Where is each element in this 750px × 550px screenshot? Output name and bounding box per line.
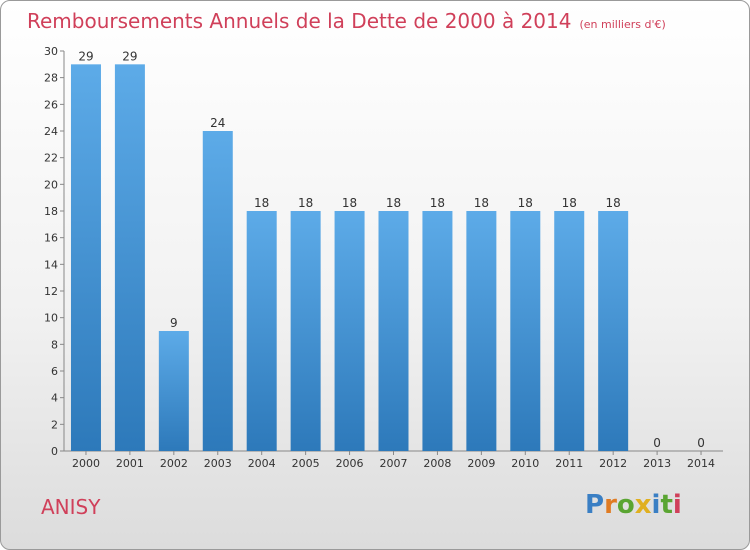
bar-value-label: 18	[254, 196, 269, 210]
x-tick-label: 2007	[380, 457, 408, 470]
bar-value-label: 0	[653, 436, 661, 450]
chart-title: Remboursements Annuels de la Dette de 20…	[27, 9, 666, 33]
bar	[334, 211, 365, 451]
bar-value-label: 18	[518, 196, 533, 210]
x-tick-label: 2011	[555, 457, 583, 470]
x-tick-label: 2003	[204, 457, 232, 470]
y-tick-label: 26	[44, 98, 58, 111]
y-tick-label: 0	[51, 445, 58, 458]
bar-value-label: 18	[298, 196, 313, 210]
bar	[466, 211, 497, 451]
chart-bars	[70, 64, 629, 452]
bar-value-label: 18	[474, 196, 489, 210]
y-tick-label: 2	[51, 418, 58, 431]
bar-value-label: 18	[562, 196, 577, 210]
bar-value-label: 29	[122, 49, 137, 63]
x-tick-label: 2012	[599, 457, 627, 470]
bar-value-label: 18	[342, 196, 357, 210]
y-tick-label: 20	[44, 178, 58, 191]
bar	[70, 64, 101, 452]
x-tick-label: 2001	[116, 457, 144, 470]
x-tick-label: 2002	[160, 457, 188, 470]
bar-value-label: 18	[386, 196, 401, 210]
y-tick-label: 12	[44, 285, 58, 298]
bar-value-label: 18	[430, 196, 445, 210]
bar	[598, 211, 629, 451]
x-tick-label: 2008	[423, 457, 451, 470]
y-tick-label: 6	[51, 365, 58, 378]
y-tick-label: 10	[44, 312, 58, 325]
chart-unit-note: (en milliers d'€)	[579, 18, 666, 31]
bar	[554, 211, 585, 451]
logo-letter: o	[616, 490, 635, 520]
y-tick-label: 4	[51, 392, 58, 405]
y-tick-label: 24	[44, 125, 58, 138]
chart-title-text: Remboursements Annuels de la Dette de 20…	[27, 9, 572, 33]
commune-name: ANISY	[41, 495, 101, 519]
y-tick-label: 28	[44, 72, 58, 85]
logo-letter: t	[660, 490, 673, 520]
logo-letter: i	[672, 490, 682, 520]
logo-letter: r	[604, 490, 617, 520]
x-tick-label: 2004	[248, 457, 276, 470]
bar	[202, 131, 233, 451]
bar	[510, 211, 541, 451]
y-tick-label: 8	[51, 338, 58, 351]
bar	[158, 331, 189, 451]
bar	[378, 211, 409, 451]
x-tick-label: 2005	[292, 457, 320, 470]
bar-value-label: 24	[210, 116, 225, 130]
bar	[290, 211, 321, 451]
y-tick-label: 18	[44, 205, 58, 218]
chart-labels: 2000 29 2001 29 2002 9 2003 24 2004 18 2005 18 2006 1…	[72, 49, 715, 470]
y-tick-label: 22	[44, 152, 58, 165]
bar	[114, 64, 145, 452]
proxiti-logo: Proxiti	[585, 490, 682, 520]
bar-value-label: 9	[170, 316, 178, 330]
y-tick-label: 14	[44, 258, 58, 271]
x-tick-label: 2006	[336, 457, 364, 470]
y-tick-label: 30	[44, 45, 58, 58]
x-tick-label: 2009	[467, 457, 495, 470]
bar	[246, 211, 277, 451]
x-tick-label: 2013	[643, 457, 671, 470]
logo-letter: P	[585, 490, 605, 520]
bar-value-label: 29	[78, 49, 93, 63]
bar	[422, 211, 453, 451]
logo-letter: i	[651, 490, 661, 520]
bar-value-label: 18	[606, 196, 621, 210]
x-tick-label: 2010	[511, 457, 539, 470]
x-tick-label: 2000	[72, 457, 100, 470]
x-tick-label: 2014	[687, 457, 715, 470]
bar-value-label: 0	[697, 436, 705, 450]
y-tick-label: 16	[44, 232, 58, 245]
logo-letter: x	[634, 490, 652, 520]
